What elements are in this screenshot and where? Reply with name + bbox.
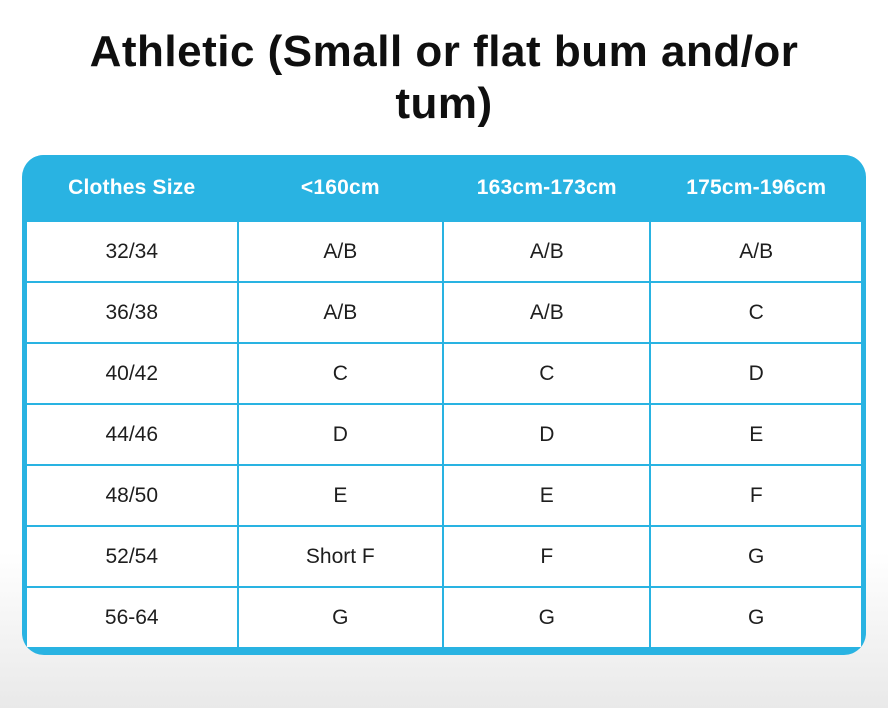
cell-cup-size: Short F xyxy=(236,525,445,588)
table-row: 44/46 D D E xyxy=(25,403,863,466)
cell-cup-size: E xyxy=(649,403,863,466)
cell-cup-size: G xyxy=(649,525,863,588)
table-row: 48/50 E E F xyxy=(25,464,863,527)
cell-cup-size: F xyxy=(649,464,863,527)
cell-clothes-size: 48/50 xyxy=(25,464,239,527)
cell-clothes-size: 36/38 xyxy=(25,281,239,344)
cell-cup-size: G xyxy=(649,586,863,649)
cell-cup-size: C xyxy=(236,342,445,405)
column-header-175-196cm: 175cm-196cm xyxy=(650,155,862,221)
header-row: Clothes Size <160cm 163cm-173cm 175cm-19… xyxy=(26,155,862,221)
table-header: Clothes Size <160cm 163cm-173cm 175cm-19… xyxy=(26,155,862,221)
column-header-under-160cm: <160cm xyxy=(237,155,444,221)
table-body: 32/34 A/B A/B A/B 36/38 A/B A/B C 40/42 … xyxy=(25,220,863,649)
cell-cup-size: F xyxy=(442,525,652,588)
cell-cup-size: E xyxy=(442,464,652,527)
cell-cup-size: G xyxy=(442,586,652,649)
cell-cup-size: C xyxy=(649,281,863,344)
cell-cup-size: C xyxy=(442,342,652,405)
table-row: 36/38 A/B A/B C xyxy=(25,281,863,344)
table-row: 40/42 C C D xyxy=(25,342,863,405)
column-header-163-173cm: 163cm-173cm xyxy=(443,155,651,221)
cell-cup-size: D xyxy=(236,403,445,466)
table-row: 52/54 Short F F G xyxy=(25,525,863,588)
page-title: Athletic (Small or flat bum and/or tum) xyxy=(89,27,799,128)
cell-cup-size: A/B xyxy=(442,281,652,344)
size-chart-container: Clothes Size <160cm 163cm-173cm 175cm-19… xyxy=(22,155,866,655)
column-header-clothes-size: Clothes Size xyxy=(26,155,238,221)
table-row: 56-64 G G G xyxy=(25,586,863,649)
cell-cup-size: D xyxy=(649,342,863,405)
cell-cup-size: D xyxy=(442,403,652,466)
cell-cup-size: A/B xyxy=(442,220,652,283)
cell-clothes-size: 52/54 xyxy=(25,525,239,588)
cell-cup-size: A/B xyxy=(649,220,863,283)
cell-cup-size: A/B xyxy=(236,220,445,283)
cell-clothes-size: 44/46 xyxy=(25,403,239,466)
cell-cup-size: G xyxy=(236,586,445,649)
cell-clothes-size: 40/42 xyxy=(25,342,239,405)
table-row: 32/34 A/B A/B A/B xyxy=(25,220,863,283)
cell-cup-size: A/B xyxy=(236,281,445,344)
cell-cup-size: E xyxy=(236,464,445,527)
cell-clothes-size: 56-64 xyxy=(25,586,239,649)
cell-clothes-size: 32/34 xyxy=(25,220,239,283)
size-chart-table: Clothes Size <160cm 163cm-173cm 175cm-19… xyxy=(25,155,863,649)
